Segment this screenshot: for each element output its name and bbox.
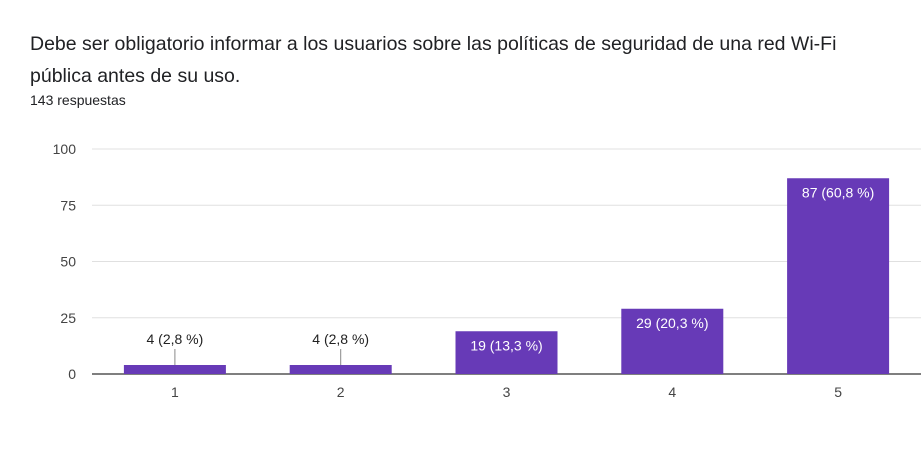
y-tick-label: 75 (60, 197, 76, 213)
data-label: 29 (20,3 %) (636, 315, 708, 331)
data-label: 87 (60,8 %) (802, 184, 874, 200)
data-label: 4 (2,8 %) (146, 331, 203, 347)
y-tick-label: 25 (60, 310, 76, 326)
data-label: 4 (2,8 %) (312, 331, 369, 347)
chart-title: Debe ser obligatorio informar a los usua… (30, 33, 837, 87)
response-count: 143 respuestas (30, 92, 126, 108)
y-tick-label: 0 (68, 366, 76, 382)
bar (621, 308, 724, 374)
bar (787, 178, 890, 374)
x-tick-label: 4 (668, 384, 676, 400)
bar (289, 365, 392, 374)
y-tick-label: 100 (53, 141, 77, 157)
x-tick-label: 1 (171, 384, 179, 400)
bar (123, 365, 226, 374)
x-tick-label: 5 (834, 384, 842, 400)
data-label: 19 (13,3 %) (470, 337, 542, 353)
x-tick-label: 3 (503, 384, 511, 400)
x-tick-label: 2 (337, 384, 345, 400)
bar (455, 331, 558, 374)
y-tick-label: 50 (60, 254, 76, 270)
